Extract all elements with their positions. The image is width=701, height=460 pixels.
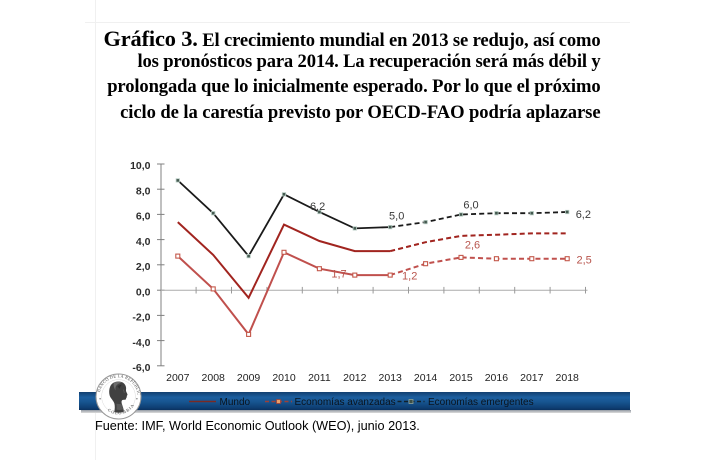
svg-text:2,6: 2,6 [465, 239, 480, 251]
svg-text:6,0: 6,0 [136, 211, 151, 223]
svg-text:2014: 2014 [414, 372, 438, 384]
svg-text:2010: 2010 [272, 372, 296, 384]
svg-text:-2,0: -2,0 [132, 312, 150, 324]
svg-text:6,2: 6,2 [576, 209, 591, 221]
svg-text:8,0: 8,0 [136, 185, 151, 197]
svg-text:2009: 2009 [237, 372, 261, 384]
svg-text:2012: 2012 [343, 372, 367, 384]
svg-text:2016: 2016 [485, 372, 509, 384]
svg-text:2015: 2015 [449, 372, 473, 384]
svg-text:0,0: 0,0 [136, 286, 151, 298]
svg-text:2008: 2008 [202, 372, 226, 384]
svg-text:2013: 2013 [379, 372, 403, 384]
svg-text:Economías avanzadas: Economías avanzadas [295, 397, 396, 408]
svg-text:-6,0: -6,0 [132, 362, 150, 374]
svg-text:1,7: 1,7 [331, 268, 346, 280]
svg-text:2,0: 2,0 [136, 261, 151, 273]
svg-text:4,0: 4,0 [136, 236, 151, 248]
svg-text:1,2: 1,2 [402, 271, 417, 283]
svg-text:-4,0: -4,0 [132, 337, 150, 349]
svg-text:2018: 2018 [556, 372, 580, 384]
svg-text:10,0: 10,0 [130, 160, 151, 172]
svg-text:Mundo: Mundo [220, 397, 251, 408]
svg-text:2011: 2011 [308, 372, 331, 384]
svg-text:6,2: 6,2 [310, 201, 325, 213]
svg-text:Economías emergentes: Economías emergentes [428, 397, 534, 408]
svg-text:2,5: 2,5 [577, 255, 592, 267]
svg-text:2017: 2017 [520, 372, 544, 384]
svg-text:2007: 2007 [166, 372, 190, 384]
svg-text:5,0: 5,0 [389, 211, 404, 223]
svg-text:6,0: 6,0 [463, 199, 478, 211]
